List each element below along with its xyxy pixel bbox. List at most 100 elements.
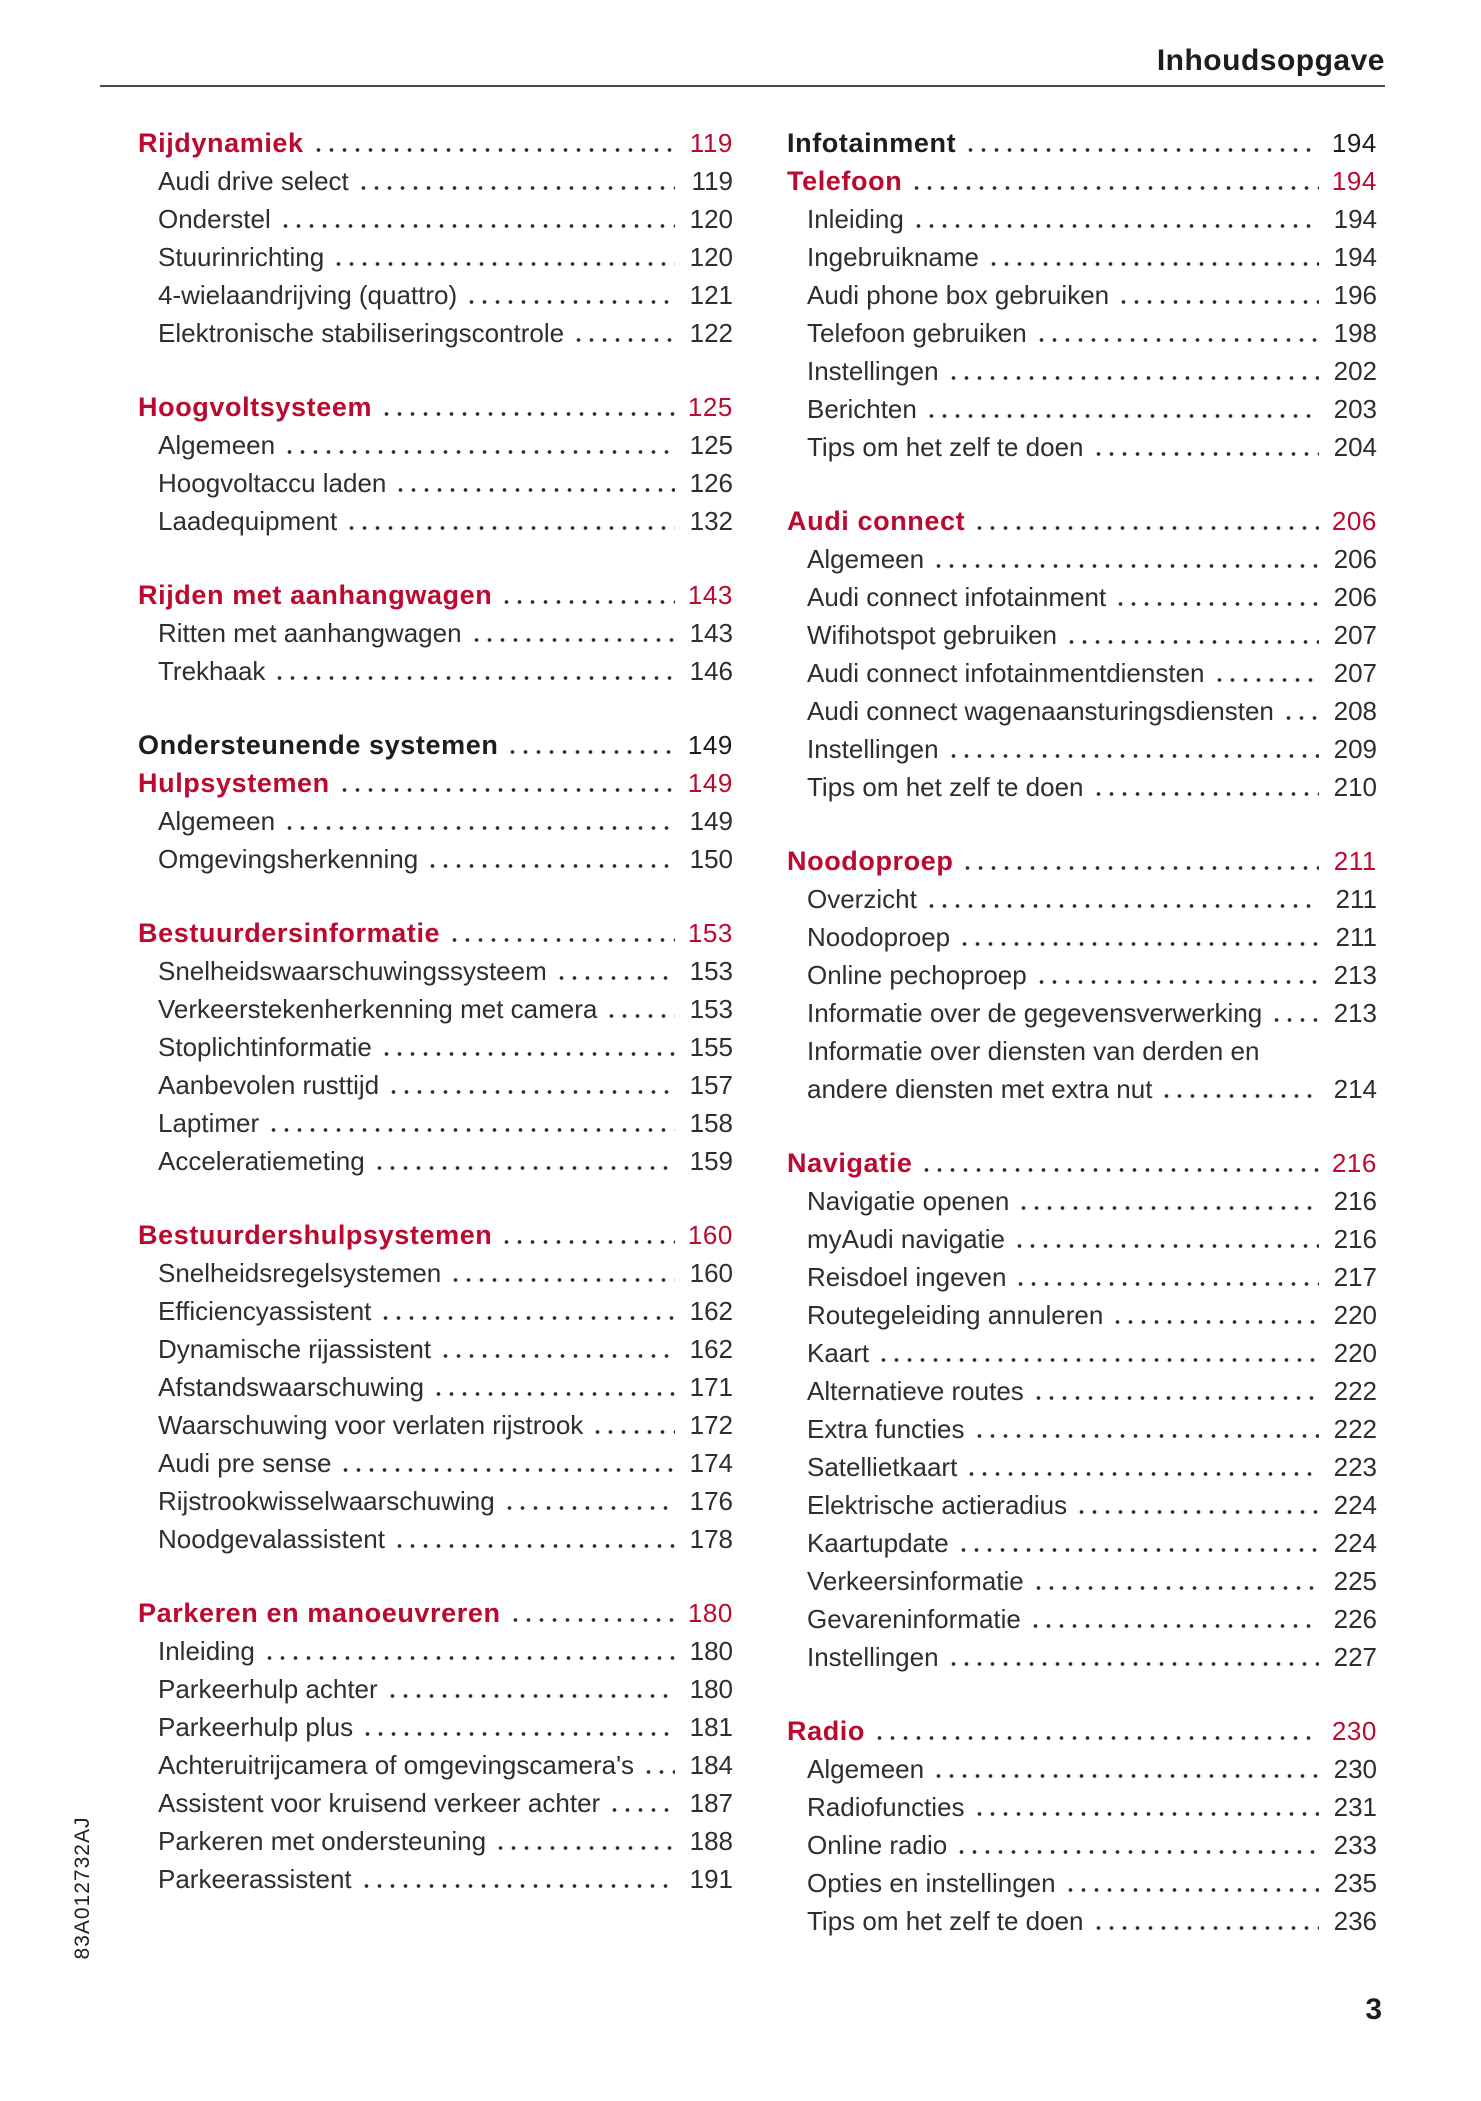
toc-entry-row: andere diensten met extra nut 214 (787, 1070, 1377, 1108)
toc-entry-page: 210 (1333, 772, 1377, 802)
toc-entry-label: Radio (787, 1716, 866, 1746)
toc-heading-row: Radio 230 (787, 1712, 1377, 1750)
toc-entry-page: 202 (1333, 356, 1377, 386)
toc-entry-row: Aanbevolen rusttijd 157 (138, 1066, 733, 1104)
toc-entry-page: 180 (689, 1636, 733, 1666)
dot-leader (508, 1618, 675, 1622)
dot-leader (1111, 1320, 1319, 1324)
toc-entry-page: 125 (687, 392, 733, 422)
dot-leader (873, 1736, 1319, 1740)
toc-entry-row: Audi phone box gebruiken 196 (787, 276, 1377, 314)
dot-leader (958, 942, 1319, 946)
toc-entry-label: Online radio (807, 1830, 948, 1860)
dot-leader (1091, 452, 1319, 456)
toc-entry-row: Kaartupdate 224 (787, 1524, 1377, 1562)
dot-leader (1160, 1094, 1319, 1098)
dot-leader (1017, 1206, 1319, 1210)
toc-entry-label: Infotainment (787, 128, 957, 158)
toc-entry-page: 162 (689, 1334, 733, 1364)
toc-section: Infotainment 194 Telefoon 194 Inleiding 194 In… (787, 124, 1377, 466)
toc-entry-row: Informatie over de gegevensverwerking 213 (787, 994, 1377, 1032)
toc-entry-page: 204 (1333, 432, 1377, 462)
toc-entry-row: Omgevingsherkenning 150 (138, 840, 733, 878)
toc-entry-row: Rijstrookwisselwaarschuwing 176 (138, 1482, 733, 1520)
toc-entry-row: Alternatieve routes 222 (787, 1372, 1377, 1410)
dot-leader (379, 1052, 675, 1056)
dot-leader (359, 1884, 675, 1888)
dot-leader (439, 1354, 675, 1358)
toc-entry-label: Radiofuncties (807, 1792, 965, 1822)
toc-entry-row: Instellingen 227 (787, 1638, 1377, 1676)
toc-entry-label: Algemeen (158, 806, 276, 836)
toc-entry-label: Acceleratiemeting (158, 1146, 365, 1176)
toc-entry-label: Inleiding (158, 1636, 255, 1666)
dot-leader (554, 976, 675, 980)
toc-entry-row: Afstandswaarschuwing 171 (138, 1368, 733, 1406)
toc-columns: Rijdynamiek 119 Audi drive select 119 Onders… (138, 124, 1377, 1940)
toc-entry-page: 162 (689, 1296, 733, 1326)
toc-entry-label: Hulpsystemen (138, 768, 330, 798)
toc-heading-row: Rijden met aanhangwagen 143 (138, 576, 733, 614)
toc-entry-page: 194 (1331, 166, 1377, 196)
toc-entry-label: Instellingen (807, 734, 939, 764)
toc-section: Rijden met aanhangwagen 143 Ritten met aan… (138, 576, 733, 690)
toc-entry-page: 143 (689, 618, 733, 648)
dot-leader (332, 262, 675, 266)
toc-entry-label: Audi pre sense (158, 1448, 332, 1478)
toc-heading-row: Parkeren en manoeuvreren 180 (138, 1594, 733, 1632)
toc-entry-page: 225 (1333, 1566, 1377, 1596)
toc-entry-label: Hoogvoltaccu laden (158, 468, 387, 498)
dot-leader (356, 186, 675, 190)
dot-leader (283, 826, 675, 830)
toc-entry-page: 208 (1333, 696, 1377, 726)
toc-entry-label: Parkeerassistent (158, 1864, 352, 1894)
toc-entry-page: 119 (689, 128, 733, 158)
toc-entry-row: Algemeen 149 (138, 802, 733, 840)
dot-leader (283, 450, 675, 454)
dot-leader (449, 1278, 675, 1282)
toc-entry-label: Parkeerhulp achter (158, 1674, 378, 1704)
toc-entry-row: Waarschuwing voor verlaten rijstrook 172 (138, 1406, 733, 1444)
toc-entry-page: 176 (689, 1486, 733, 1516)
dot-leader (946, 1662, 1319, 1666)
dot-leader (932, 1774, 1319, 1778)
toc-section: Bestuurdersinformatie 153 Snelheidswaarsch… (138, 914, 733, 1180)
toc-section: Bestuurdershulpsystemen 160 Snelheidsregel… (138, 1216, 733, 1558)
toc-entry-page: 207 (1333, 620, 1377, 650)
dot-leader (642, 1770, 675, 1774)
dot-leader (345, 526, 675, 530)
dot-leader (956, 1548, 1319, 1552)
toc-entry-label: Noodoproep (807, 922, 951, 952)
dot-leader (337, 788, 675, 792)
dot-leader (1117, 300, 1319, 304)
toc-entry-page: 126 (689, 468, 733, 498)
dot-leader (972, 1434, 1319, 1438)
toc-entry-label: Snelheidswaarschuwingssysteem (158, 956, 547, 986)
toc-entry-page: 236 (1333, 1906, 1377, 1936)
dot-leader (431, 1392, 675, 1396)
toc-entry-row: Inleiding 180 (138, 1632, 733, 1670)
dot-leader (1031, 1586, 1319, 1590)
toc-entry-label: Omgevingsherkenning (158, 844, 419, 874)
toc-entry-page: 153 (687, 918, 733, 948)
toc-entry-label: Rijdynamiek (138, 128, 304, 158)
toc-entry-label: Audi phone box gebruiken (807, 280, 1110, 310)
toc-entry-row: Trekhaak 146 (138, 652, 733, 690)
toc-entry-row: Extra functies 222 (787, 1410, 1377, 1448)
dot-leader (1091, 792, 1319, 796)
toc-entry-page: 231 (1333, 1792, 1377, 1822)
toc-entry-row: Algemeen 230 (787, 1750, 1377, 1788)
toc-entry-label: Ritten met aanhangwagen (158, 618, 462, 648)
toc-entry-label: 4-wielaandrijving (quattro) (158, 280, 458, 310)
dot-leader (494, 1846, 675, 1850)
dot-leader (1114, 602, 1319, 606)
toc-entry-row: Tips om het zelf te doen 236 (787, 1902, 1377, 1940)
dot-leader (267, 1128, 675, 1132)
toc-entry-row: Berichten 203 (787, 390, 1377, 428)
toc-entry-page: 214 (1333, 1074, 1377, 1104)
toc-heading-row: Navigatie 216 (787, 1144, 1377, 1182)
dot-leader (961, 866, 1319, 870)
dot-leader (500, 1240, 675, 1244)
toc-entry-label: Snelheidsregelsystemen (158, 1258, 442, 1288)
